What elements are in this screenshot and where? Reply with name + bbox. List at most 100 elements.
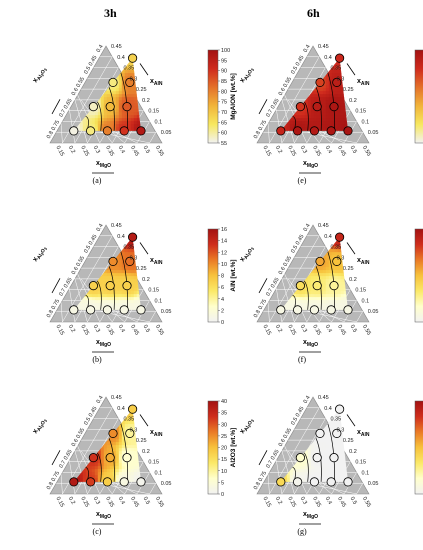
heatmap-cell <box>130 73 135 77</box>
heatmap-cell <box>121 288 126 292</box>
heatmap-cell <box>340 115 345 119</box>
heatmap-cell <box>103 448 108 452</box>
heatmap-cell <box>118 88 123 92</box>
right-tick-label: 0.25 <box>136 266 147 272</box>
heatmap-cell <box>115 427 120 431</box>
al2o3-arrow <box>51 450 61 466</box>
heatmap-cell <box>319 97 324 101</box>
heatmap-cell <box>82 297 87 301</box>
axis-label-aln: xAlN <box>357 78 370 87</box>
axis-label-mgo: xMgO <box>303 160 318 169</box>
heatmap-cell <box>334 421 339 425</box>
heatmap-cell <box>133 306 138 310</box>
heatmap-cell <box>130 124 135 128</box>
data-point <box>69 126 79 136</box>
heatmap-cell <box>328 112 333 116</box>
heatmap-cell <box>310 282 315 286</box>
heatmap-cell <box>136 297 141 301</box>
heatmap-cell <box>124 264 129 268</box>
colorbar-tick-label: 0 <box>221 492 224 498</box>
heatmap-cell <box>130 273 135 277</box>
heatmap-cell <box>322 300 327 304</box>
heatmap-cell <box>304 291 309 295</box>
heatmap-cell <box>304 121 309 125</box>
heatmap-cell <box>130 127 135 131</box>
heatmap-cell <box>100 279 105 283</box>
heatmap-cell <box>121 291 126 295</box>
bottom-tick-label: 0.25 <box>79 145 90 157</box>
heatmap-cell <box>337 64 342 68</box>
heatmap-cell <box>307 276 312 280</box>
heatmap-cell <box>334 294 339 298</box>
heatmap-cell <box>346 124 348 128</box>
heatmap-cell <box>289 124 294 128</box>
heatmap-cell <box>127 448 132 452</box>
heatmap-cell <box>322 448 327 452</box>
heatmap-cell <box>343 276 348 280</box>
bottom-tick-label: 0.25 <box>79 324 90 336</box>
heatmap-cell <box>313 276 318 280</box>
bottom-tick-label: 0.25 <box>286 496 297 508</box>
heatmap-cell <box>103 297 108 301</box>
heatmap-cell <box>328 273 333 277</box>
heatmap-cell <box>130 442 135 446</box>
data-point <box>69 477 79 487</box>
heatmap-cell <box>304 294 309 298</box>
heatmap-cell <box>304 475 309 479</box>
heatmap-cell <box>79 481 84 482</box>
heatmap-cell <box>322 469 327 473</box>
heatmap-cell <box>100 297 105 301</box>
heatmap-cell <box>289 303 294 307</box>
heatmap-cell <box>106 279 111 283</box>
heatmap-cell <box>130 61 135 65</box>
data-point <box>119 477 129 487</box>
heatmap-cell <box>91 475 96 479</box>
heatmap-cell <box>316 436 321 440</box>
heatmap-cell <box>94 469 99 473</box>
heatmap-cell <box>322 270 327 274</box>
heatmap-cell <box>343 303 348 307</box>
heatmap-cell <box>337 67 342 71</box>
heatmap-cell <box>313 469 318 473</box>
heatmap-cell <box>340 442 345 446</box>
heatmap-cell <box>100 466 105 470</box>
heatmap-cell <box>316 118 321 122</box>
colorbar-tick-label: 6 <box>221 285 224 291</box>
heatmap-cell <box>337 285 342 289</box>
heatmap-cell <box>283 306 288 310</box>
heatmap-cell <box>124 427 129 431</box>
heatmap-cell <box>121 70 126 74</box>
heatmap-cell <box>343 297 348 301</box>
bottom-tick-label: 0.5 <box>349 324 358 334</box>
colorbar-tick-label: 95 <box>221 58 227 64</box>
heatmap-cell <box>340 273 345 277</box>
heatmap-cell <box>100 445 105 449</box>
heatmap-cell <box>325 270 330 274</box>
heatmap-cell <box>289 475 294 479</box>
heatmap-cell <box>295 463 300 467</box>
heatmap-cell <box>124 424 129 428</box>
heatmap-cell <box>79 121 84 125</box>
heatmap-cell <box>340 451 345 455</box>
axis-label-aln: xAlN <box>150 257 163 266</box>
heatmap-cell <box>292 118 297 122</box>
heatmap-cell <box>337 463 342 467</box>
heatmap-cell <box>283 127 288 131</box>
grid-line <box>149 132 156 144</box>
heatmap-cell <box>313 88 318 92</box>
heatmap-cell <box>337 300 342 304</box>
heatmap-cell <box>307 472 312 476</box>
heatmap-cell <box>301 118 306 122</box>
heatmap-cell <box>100 288 105 292</box>
heatmap-cell <box>124 70 129 74</box>
heatmap-cell <box>127 463 132 467</box>
bottom-tick-label: 0.3 <box>299 145 308 155</box>
heatmap-cell <box>112 109 117 113</box>
heatmap-cell <box>337 427 342 431</box>
heatmap-cell <box>124 475 129 479</box>
heatmap-cell <box>97 285 102 289</box>
heatmap-cell <box>94 294 99 298</box>
heatmap-cell <box>304 103 309 107</box>
heatmap-cell <box>121 427 126 431</box>
heatmap-cell <box>319 109 324 113</box>
